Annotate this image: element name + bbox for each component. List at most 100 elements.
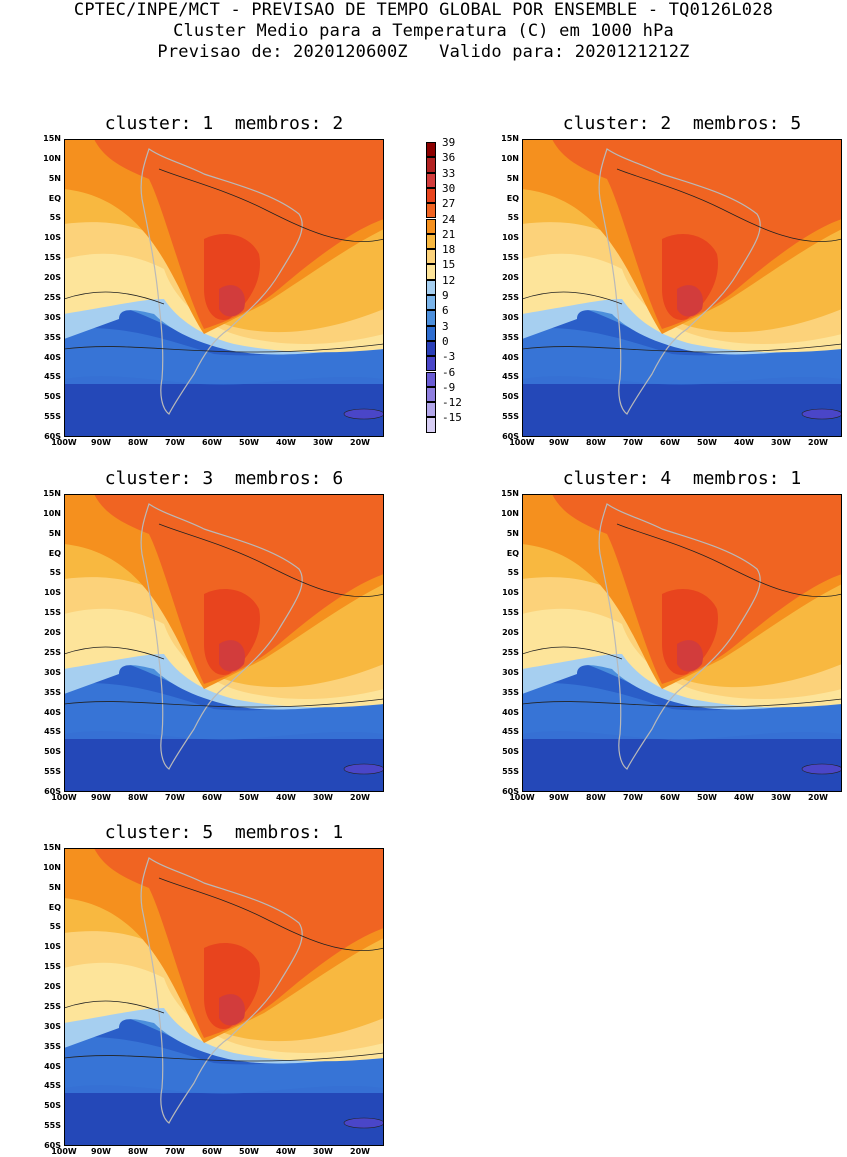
panel-title: cluster: 3 membros: 6: [104, 468, 344, 489]
lon-tick-label: 80W: [128, 793, 148, 802]
lat-tick-label: EQ: [48, 193, 61, 203]
lat-tick-label: 10N: [43, 153, 61, 163]
lon-tick-label: 50W: [239, 793, 259, 802]
lon-tick-label: 90W: [549, 438, 569, 447]
lat-tick-label: 55S: [44, 412, 61, 422]
lat-tick-label: 5S: [49, 213, 61, 223]
lon-tick-label: 20W: [350, 1147, 370, 1156]
lon-tick-label: 50W: [239, 1147, 259, 1156]
colorbar-swatch: [426, 371, 436, 387]
colorbar-level-label: 30: [442, 181, 456, 195]
colorbar-swatch: [426, 218, 436, 234]
lat-tick-label: 30S: [44, 312, 61, 322]
colorbar-swatch: [426, 279, 436, 295]
lat-tick-label: 5N: [48, 528, 61, 538]
colorbar-level-label: 21: [442, 227, 456, 241]
lat-tick-label: 5N: [506, 173, 519, 183]
lat-tick-label: 40S: [44, 707, 61, 717]
lon-tick-label: 30W: [313, 793, 333, 802]
lon-tick-label: 100W: [51, 438, 77, 447]
lat-tick-label: 55S: [44, 1121, 61, 1131]
header-line-2: Cluster Medio para a Temperatura (C) em …: [173, 21, 674, 41]
colorbar-level-label: 6: [442, 304, 449, 318]
temperature-map: [64, 848, 384, 1146]
lat-tick-label: 15N: [43, 843, 61, 852]
lat-tick-label: 40S: [44, 1061, 61, 1071]
colorbar-swatch: [426, 310, 436, 326]
colorbar-level-label: 15: [442, 258, 456, 272]
lat-tick-label: 25S: [502, 292, 519, 302]
lon-tick-label: 30W: [313, 1147, 333, 1156]
colorbar-level-label: -15: [442, 411, 462, 425]
lon-tick-label: 80W: [128, 438, 148, 447]
lat-tick-label: 25S: [44, 647, 61, 657]
lat-tick-label: 30S: [44, 667, 61, 677]
colorbar-level-label: 24: [442, 212, 456, 226]
panel-title: cluster: 2 membros: 5: [562, 113, 802, 134]
lat-tick-label: 10N: [43, 862, 61, 872]
lat-tick-label: 10S: [44, 942, 61, 952]
lat-tick-label: 50S: [44, 1101, 61, 1111]
lat-tick-label: 15S: [502, 253, 519, 263]
colorbar-swatch: [426, 402, 436, 418]
lat-tick-label: 25S: [44, 292, 61, 302]
lat-tick-label: 10S: [44, 588, 61, 598]
lat-tick-label: 15S: [44, 608, 61, 618]
colorbar-level-label: -3: [442, 350, 456, 364]
lat-tick-label: 20S: [502, 628, 519, 638]
lat-tick-label: 60S: [502, 432, 519, 441]
lat-tick-label: 40S: [502, 707, 519, 717]
colorbar-swatch: [426, 386, 436, 403]
colorbar-level-label: 9: [442, 289, 449, 302]
lon-tick-label: 30W: [313, 438, 333, 447]
lat-tick-label: 50S: [44, 747, 61, 757]
lon-tick-label: 90W: [91, 793, 111, 802]
lon-tick-label: 20W: [350, 438, 370, 447]
lat-tick-label: EQ: [48, 902, 61, 912]
lat-tick-label: 60S: [502, 787, 519, 796]
lat-tick-label: 35S: [502, 332, 519, 342]
lon-tick-label: 40W: [276, 438, 296, 447]
lat-tick-label: 25S: [44, 1001, 61, 1011]
lon-tick-label: 70W: [165, 1147, 185, 1156]
lat-tick-label: 5S: [49, 922, 61, 932]
lon-tick-label: 60W: [202, 793, 222, 802]
colorbar-swatch: [426, 157, 436, 173]
lon-tick-label: 60W: [660, 793, 680, 802]
lat-tick-label: 20S: [44, 273, 61, 283]
lon-tick-label: 50W: [697, 438, 717, 447]
temperature-map: [522, 139, 842, 437]
lon-tick-label: 70W: [623, 438, 643, 447]
lat-tick-label: 20S: [44, 628, 61, 638]
lon-tick-label: 100W: [509, 438, 535, 447]
lat-tick-label: 40S: [502, 352, 519, 362]
lat-tick-label: EQ: [506, 193, 519, 203]
colorbar-swatch: [426, 295, 436, 311]
colorbar-swatch: [426, 417, 436, 433]
lon-tick-label: 20W: [350, 793, 370, 802]
lon-tick-label: 20W: [808, 438, 828, 447]
lat-tick-label: 40S: [44, 352, 61, 362]
lat-tick-label: 10N: [501, 508, 519, 518]
lon-tick-label: 90W: [91, 1147, 111, 1156]
lat-tick-label: 45S: [44, 372, 61, 382]
colorbar-level-label: 36: [442, 151, 456, 165]
lat-tick-label: 35S: [44, 687, 61, 697]
lon-tick-label: 60W: [202, 438, 222, 447]
panel-title: cluster: 4 membros: 1: [562, 468, 802, 489]
lon-tick-label: 60W: [202, 1147, 222, 1156]
lat-tick-label: 10N: [43, 508, 61, 518]
colorbar-swatch: [426, 203, 436, 219]
lon-tick-label: 80W: [128, 1147, 148, 1156]
lat-tick-label: 15N: [43, 134, 61, 143]
lon-tick-label: 20W: [808, 793, 828, 802]
lon-tick-label: 80W: [586, 793, 606, 802]
lat-tick-label: 50S: [502, 392, 519, 402]
colorbar-swatch: [426, 172, 436, 188]
panel-title: cluster: 5 membros: 1: [104, 822, 344, 843]
lon-tick-label: 40W: [276, 1147, 296, 1156]
colorbar-swatch: [426, 340, 436, 357]
lat-tick-label: 30S: [44, 1021, 61, 1031]
lat-tick-label: 15S: [44, 253, 61, 263]
lat-tick-label: 15S: [502, 608, 519, 618]
